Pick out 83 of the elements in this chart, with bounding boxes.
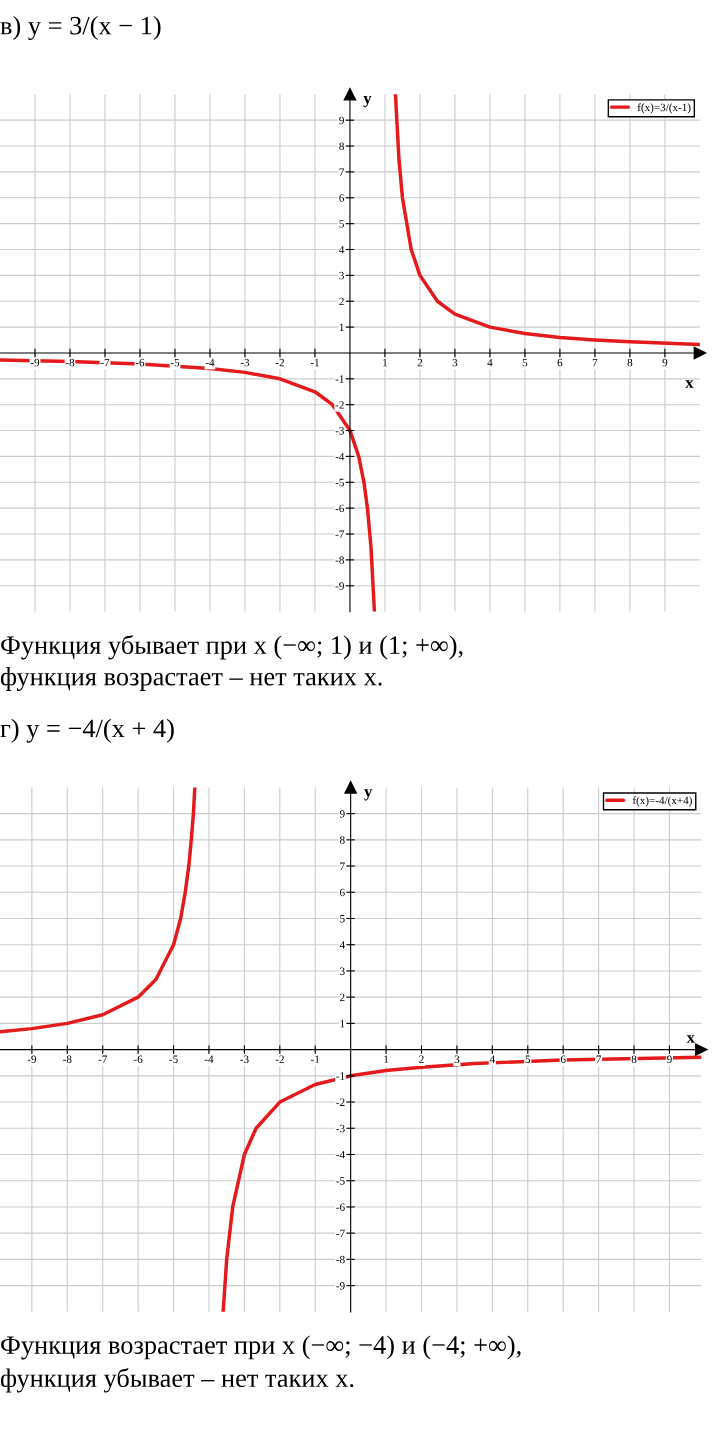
x-tick-label: -7 (98, 1055, 108, 1063)
x-tick-label: 4 (487, 358, 493, 367)
y-tick-label: 4 (339, 941, 345, 949)
x-tick-label: 6 (557, 358, 563, 367)
x-tick-label: -3 (240, 1055, 249, 1063)
x-tick-label: 1 (384, 1055, 389, 1063)
y-tick-label: -7 (335, 530, 345, 538)
x-axis-title: x (686, 1035, 695, 1043)
y-axis-title: y (364, 789, 373, 801)
x-tick-label: -1 (311, 1055, 320, 1063)
y-tick-label: -6 (335, 504, 345, 513)
y-tick-label: 6 (339, 194, 345, 202)
x-tick-label: 7 (592, 358, 598, 367)
x-tick-label: -6 (135, 358, 145, 367)
x-tick-label: -3 (240, 358, 250, 367)
y-tick-label: -4 (336, 1151, 345, 1159)
y-axis-title: y (363, 96, 372, 108)
x-tick-label: 2 (419, 1055, 424, 1063)
x-tick-label: 1 (383, 358, 388, 367)
y-tick-label: 5 (340, 915, 345, 923)
y-tick-label: -5 (335, 478, 344, 487)
x-tick-label: -7 (100, 358, 110, 367)
y-tick-label: -4 (335, 452, 345, 461)
y-tick-label: 7 (340, 862, 345, 870)
text: Функция возрастает при x (−∞; −4) и (−4; +∞), (1, 1335, 521, 1360)
x-axis-title: x (685, 380, 694, 388)
y-tick-label: 4 (339, 246, 345, 254)
x-tick-label: -5 (170, 358, 180, 367)
y-tick-label: -8 (335, 556, 344, 564)
x-tick-label: -2 (275, 1055, 284, 1063)
x-tick-label: 9 (667, 1055, 672, 1063)
y-tick-label: 9 (339, 810, 345, 818)
y-tick-label: -6 (336, 1203, 345, 1211)
chart-title: в) y = 3/(x − 1) (0, 15, 161, 40)
x-tick-label: -9 (30, 358, 40, 367)
x-tick-label: 7 (596, 1055, 602, 1063)
x-tick-label: 9 (662, 358, 668, 367)
x-tick-label: -4 (204, 1055, 214, 1063)
y-tick-label: -1 (336, 1072, 345, 1080)
x-tick-label: -5 (169, 1055, 178, 1063)
y-tick-label: 6 (340, 888, 345, 897)
y-tick-label: -3 (336, 1124, 345, 1133)
y-tick-label: 2 (340, 993, 345, 1002)
y-tick-label: -2 (335, 401, 344, 409)
legend-label: f(x)=-4/(x+4) (632, 796, 692, 807)
text: функция убывает – нет таких x. (0, 1367, 354, 1393)
y-tick-label: 3 (340, 967, 345, 975)
y-tick-label: -7 (336, 1229, 345, 1238)
y-tick-label: -9 (335, 582, 344, 590)
y-tick-label: -8 (336, 1255, 345, 1264)
y-tick-label: 2 (339, 297, 344, 306)
legend-label: f(x)=3/(x-1) (637, 103, 691, 114)
x-tick-label: 8 (631, 1055, 637, 1063)
x-tick-label: 8 (627, 358, 633, 367)
x-tick-label: 4 (489, 1055, 495, 1063)
x-tick-label: -6 (133, 1055, 143, 1063)
y-tick-label: -2 (336, 1098, 345, 1106)
y-tick-label: 8 (339, 142, 344, 151)
y-tick-label: -9 (336, 1282, 345, 1290)
x-tick-label: -1 (310, 358, 319, 367)
y-tick-label: 9 (339, 116, 344, 125)
y-tick-label: 5 (339, 220, 344, 228)
x-tick-label: 5 (525, 1055, 531, 1063)
text: функция возрастает – нет таких x. (0, 666, 382, 691)
x-tick-label: -8 (65, 358, 75, 367)
chart-title: г) y = −4/(x + 4) (0, 718, 174, 743)
y-tick-label: 7 (339, 168, 345, 176)
x-tick-label: 3 (454, 1055, 460, 1063)
x-tick-label: -2 (275, 358, 284, 367)
x-tick-label: 2 (417, 358, 423, 367)
y-tick-label: 1 (339, 323, 344, 331)
x-tick-label: -4 (205, 358, 215, 367)
y-tick-label: 8 (339, 836, 345, 844)
y-tick-label: 1 (340, 1019, 345, 1028)
x-tick-label: 5 (522, 358, 528, 367)
x-tick-label: -9 (27, 1055, 37, 1063)
y-tick-label: -1 (335, 375, 344, 383)
y-tick-label: 3 (339, 271, 344, 280)
x-tick-label: 3 (452, 358, 458, 367)
x-tick-label: -8 (63, 1055, 72, 1063)
text: Функция убывает при x (−∞; 1) и (1; +∞), (1, 634, 463, 660)
y-tick-label: -3 (335, 427, 344, 435)
y-tick-label: -5 (336, 1177, 345, 1185)
